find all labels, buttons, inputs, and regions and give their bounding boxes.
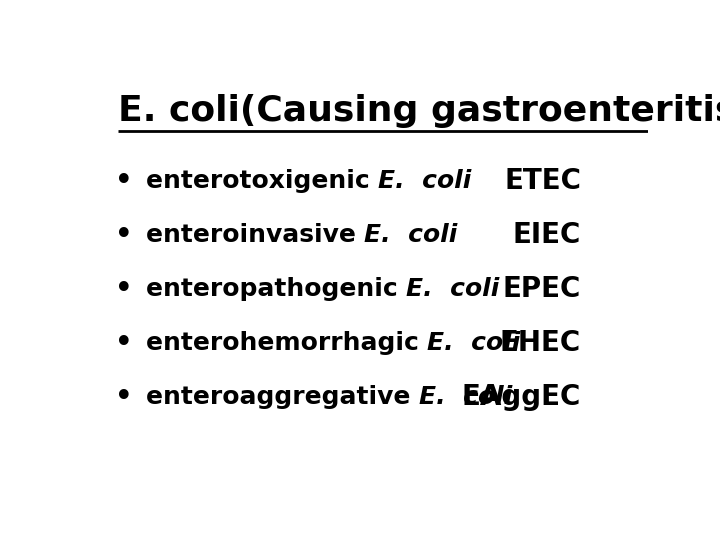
Text: E.  coli: E. coli: [428, 332, 521, 355]
Text: •: •: [114, 165, 133, 198]
Text: •: •: [114, 381, 133, 414]
Text: •: •: [114, 273, 133, 306]
Text: ETEC: ETEC: [504, 167, 581, 195]
Text: E. coli(Causing gastroenteritis): E. coli(Causing gastroenteritis): [118, 94, 720, 128]
Text: •: •: [114, 327, 133, 360]
Text: enteroinvasive: enteroinvasive: [145, 223, 364, 247]
Text: E.  coli: E. coli: [406, 278, 500, 301]
Text: enterohemorrhagic: enterohemorrhagic: [145, 332, 428, 355]
Text: enterotoxigenic: enterotoxigenic: [145, 169, 378, 193]
Text: EPEC: EPEC: [503, 275, 581, 303]
Text: EAggEC: EAggEC: [462, 383, 581, 411]
Text: enteroaggregative: enteroaggregative: [145, 386, 419, 409]
Text: E.  coli: E. coli: [378, 169, 472, 193]
Text: E.  coli: E. coli: [419, 386, 513, 409]
Text: enteropathogenic: enteropathogenic: [145, 278, 406, 301]
Text: •: •: [114, 219, 133, 252]
Text: EIEC: EIEC: [513, 221, 581, 249]
Text: EHEC: EHEC: [500, 329, 581, 357]
Text: E.  coli: E. coli: [364, 223, 458, 247]
